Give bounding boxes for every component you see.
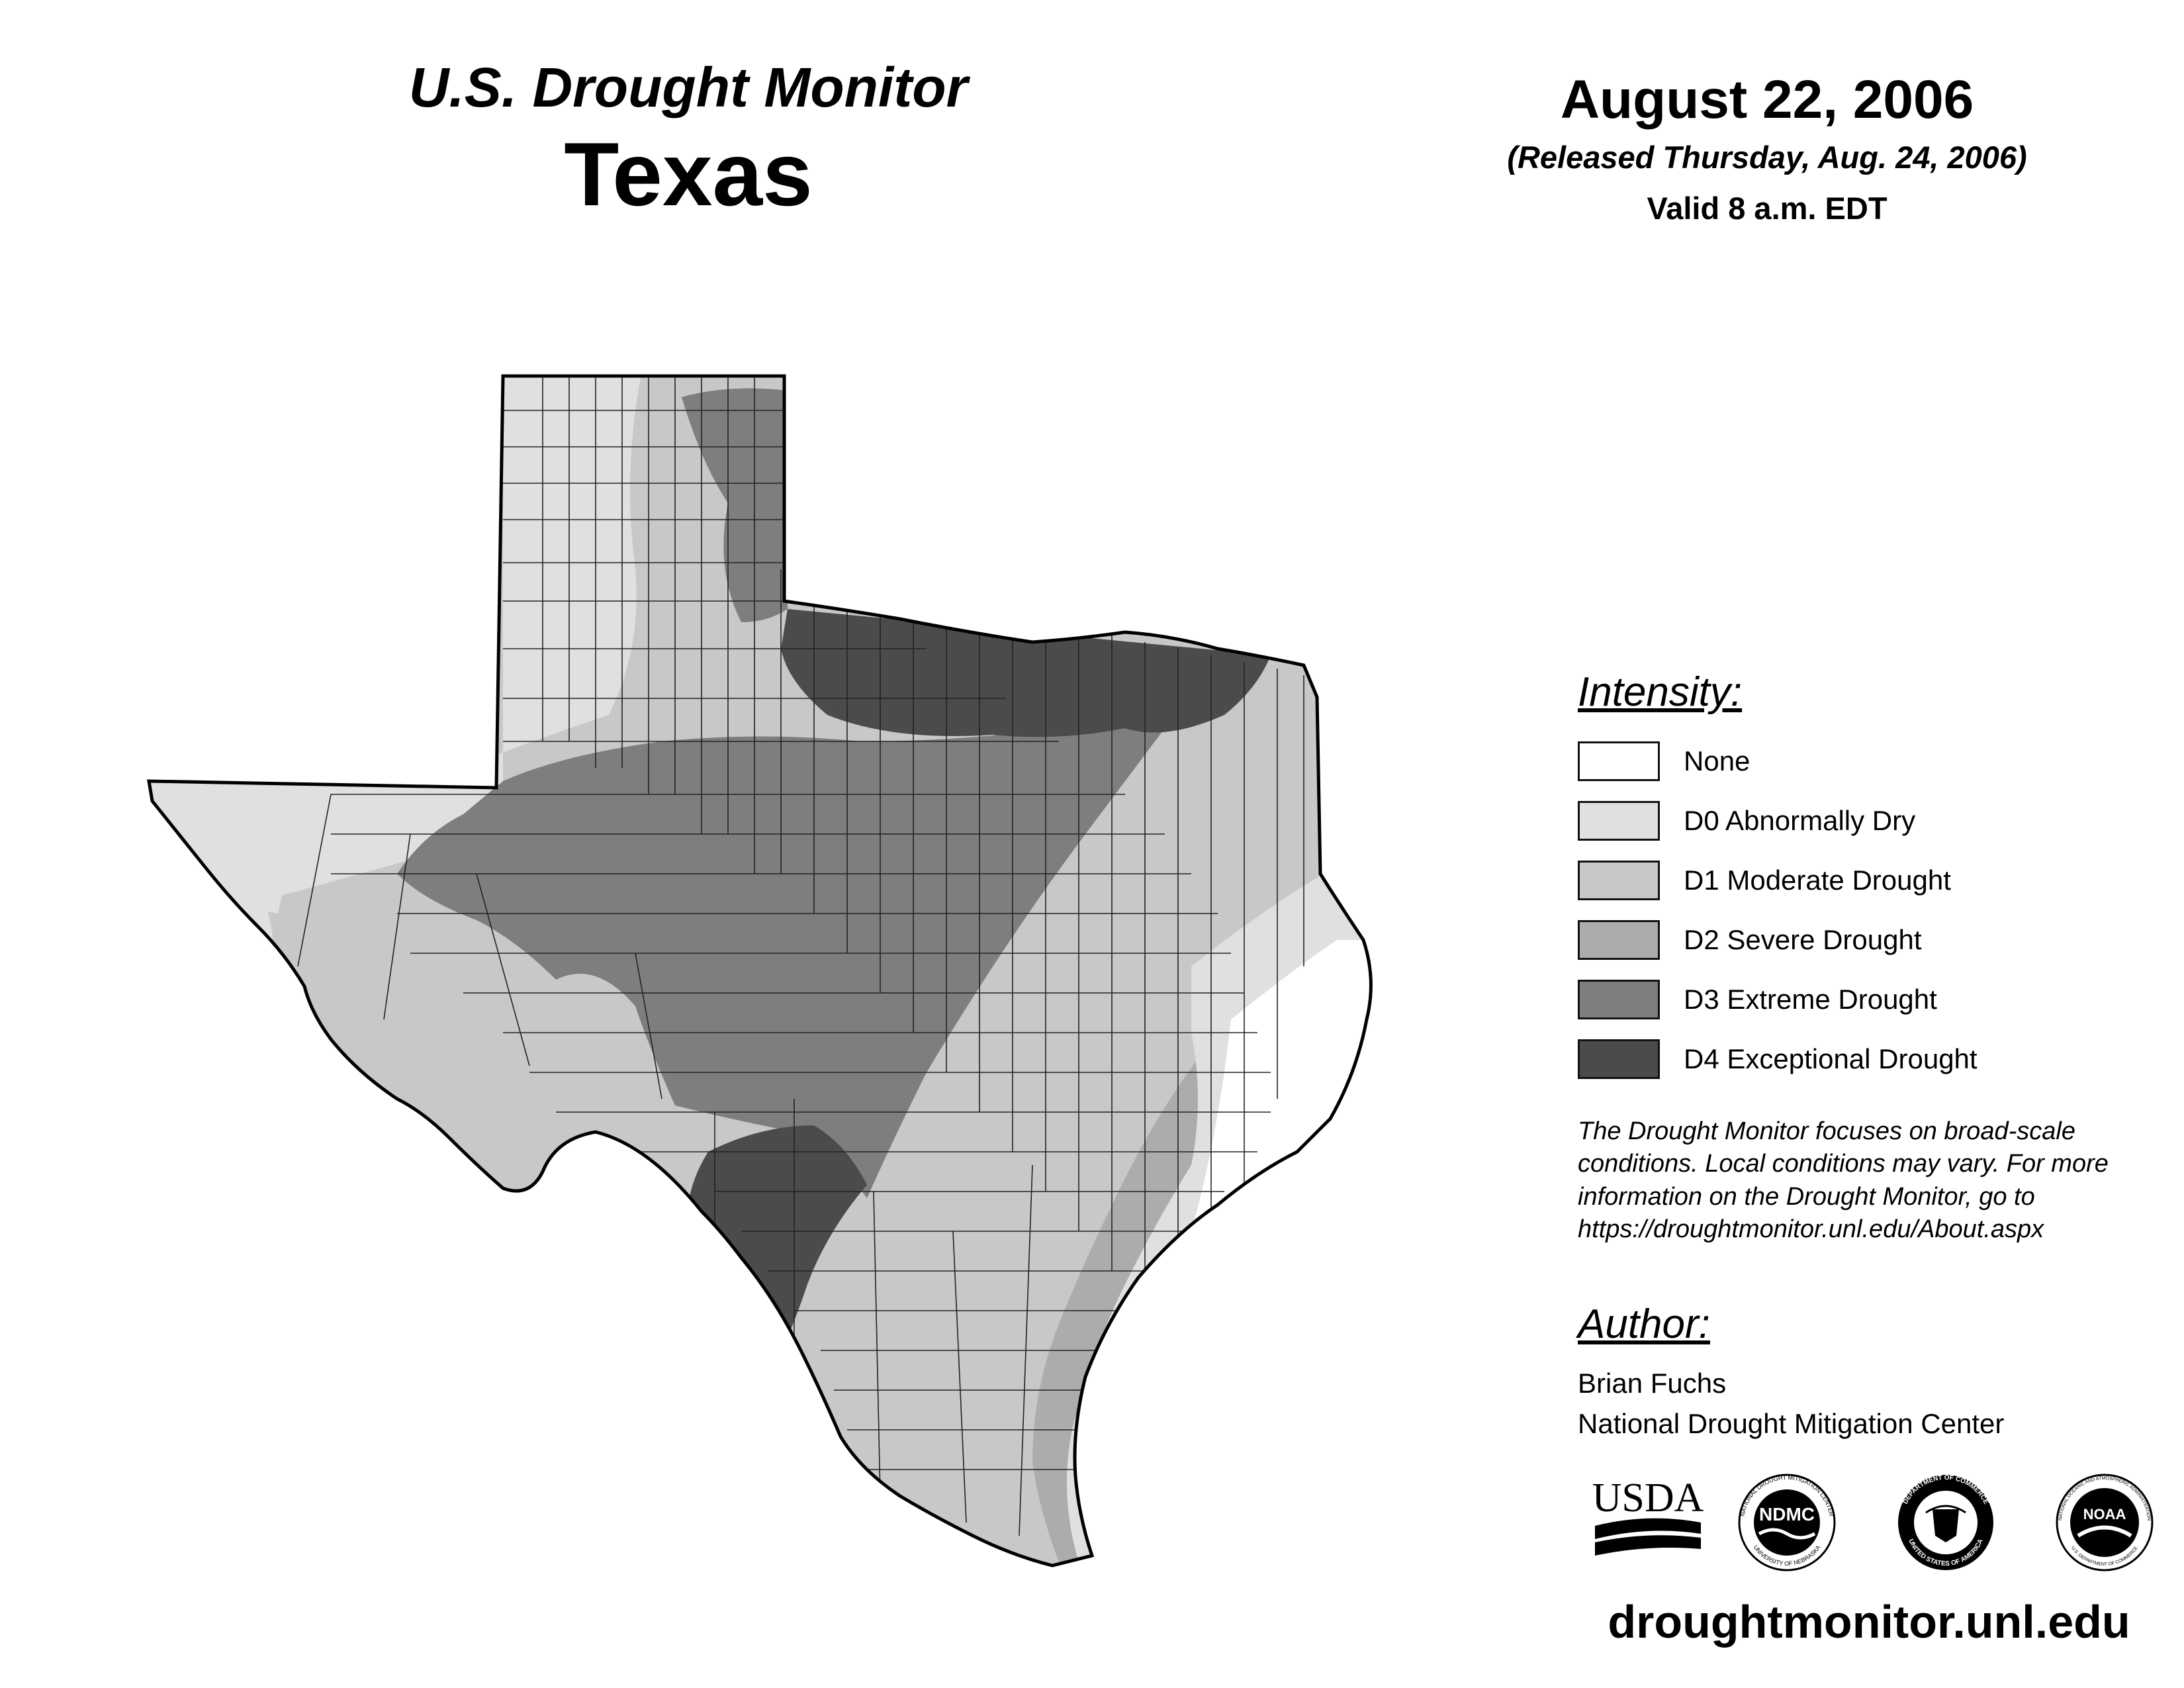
- texas-drought-map: [132, 371, 1456, 1615]
- legend-item-d4: D4 Exceptional Drought: [1578, 1039, 2173, 1080]
- note-link[interactable]: https://droughtmonitor.unl.edu/About.asp…: [1578, 1215, 2044, 1244]
- author-organization: National Drought Mitigation Center: [1578, 1407, 2005, 1439]
- valid-time: Valid 8 a.m. EDT: [1647, 191, 1888, 226]
- legend-label: D0 Abnormally Dry: [1684, 805, 1916, 836]
- legend-item-d0: D0 Abnormally Dry: [1578, 800, 2173, 841]
- partner-logos: USDA NATIONAL DROUGHT MITIGATION CENTER …: [1588, 1473, 2171, 1572]
- swatch-d1: [1578, 861, 1660, 900]
- usda-logo: USDA: [1592, 1476, 1704, 1556]
- ndmc-logo: NATIONAL DROUGHT MITIGATION CENTER UNIVE…: [1738, 1474, 1836, 1571]
- swatch-d3: [1578, 980, 1660, 1019]
- ndmc-logo-text: NDMC: [1759, 1504, 1815, 1524]
- note-line: conditions. Local conditions may vary. F…: [1578, 1150, 2109, 1178]
- legend-item-none: None: [1578, 741, 2173, 782]
- legend-heading: Intensity:: [1578, 669, 1743, 715]
- title-block: U.S. Drought Monitor Texas: [318, 57, 1059, 222]
- legend-label: None: [1684, 745, 1751, 776]
- monitor-title: U.S. Drought Monitor: [408, 56, 968, 118]
- author-name: Brian Fuchs: [1578, 1368, 1727, 1399]
- commerce-seal: DEPARTMENT OF COMMERCE UNITED STATES OF …: [1898, 1474, 1993, 1570]
- legend-label: D3 Extreme Drought: [1684, 984, 1937, 1015]
- texas-outline: [147, 374, 1373, 1568]
- website-link[interactable]: droughtmonitor.unl.edu: [1608, 1596, 2130, 1648]
- release-date: (Released Thursday, Aug. 24, 2006): [1507, 140, 2027, 175]
- note-line: The Drought Monitor focuses on broad-sca…: [1578, 1117, 2075, 1145]
- legend: Intensity: None D0 Abnormally Dry D1 Mod…: [1578, 669, 2173, 1098]
- legend-item-d1: D1 Moderate Drought: [1578, 860, 2173, 901]
- swatch-d0: [1578, 801, 1660, 841]
- legend-item-d3: D3 Extreme Drought: [1578, 979, 2173, 1020]
- author-block: Author: Brian Fuchs National Drought Mit…: [1578, 1301, 2173, 1444]
- drought-monitor-note: The Drought Monitor focuses on broad-sca…: [1578, 1115, 2173, 1246]
- noaa-logo-text: NOAA: [2083, 1506, 2126, 1523]
- swatch-d2: [1578, 920, 1660, 960]
- legend-label: D1 Moderate Drought: [1684, 865, 1951, 896]
- state-title: Texas: [564, 124, 813, 225]
- usda-logo-text: USDA: [1592, 1476, 1704, 1521]
- legend-item-d2: D2 Severe Drought: [1578, 919, 2173, 961]
- swatch-d4: [1578, 1039, 1660, 1079]
- author-heading: Author:: [1578, 1301, 1710, 1347]
- zone-d0-far-west: [149, 781, 331, 914]
- date-block: August 22, 2006 (Released Thursday, Aug.…: [1430, 70, 2105, 226]
- zone-d4-north-central: [781, 609, 1271, 737]
- note-line: information on the Drought Monitor, go t…: [1578, 1182, 2035, 1211]
- map-date: August 22, 2006: [1560, 70, 1974, 130]
- legend-label: D4 Exceptional Drought: [1684, 1043, 1978, 1074]
- noaa-logo: NATIONAL OCEANIC AND ATMOSPHERIC ADMINIS…: [2056, 1474, 2154, 1571]
- legend-label: D2 Severe Drought: [1684, 924, 1922, 955]
- swatch-none: [1578, 741, 1660, 781]
- zone-d3-central: [397, 722, 1165, 1198]
